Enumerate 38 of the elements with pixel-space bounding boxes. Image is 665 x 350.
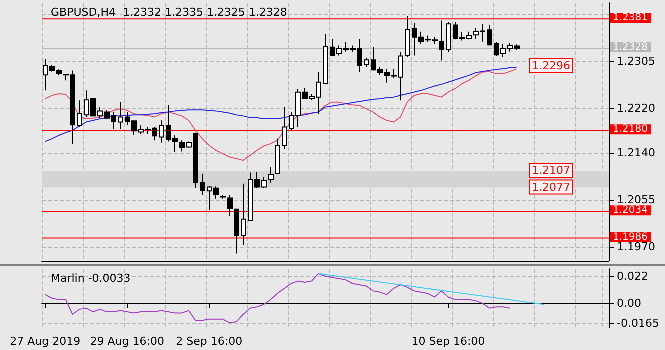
- candlestick: [220, 194, 226, 200]
- y-tick-label: 1.2140: [617, 146, 656, 160]
- annotation: 1.2107: [532, 164, 570, 178]
- candlestick: [323, 34, 328, 85]
- line-series: [44, 68, 518, 162]
- candlestick: [241, 183, 246, 246]
- candlestick: [282, 106, 287, 150]
- y-tick-label: 1.2220: [617, 102, 656, 115]
- ref-line-label: 1.2034: [613, 205, 648, 216]
- ref-line-label: 1.2180: [613, 124, 648, 136]
- candlestick: [200, 173, 205, 196]
- x-tick-label: 2 Sep 16:00: [176, 335, 243, 348]
- chart-title: GBPUSD,H4 1.2332 1.2335 1.2325 1.2328: [51, 6, 288, 19]
- y-tick-label: 1.2305: [617, 54, 656, 68]
- candlestick: [77, 100, 82, 128]
- line-series: [44, 273, 510, 324]
- y-tick-label: 0.022: [617, 270, 648, 283]
- y-tick-label: 0.00: [617, 296, 642, 310]
- ref-line-label: 1.2381: [613, 12, 648, 24]
- candlestick: [364, 57, 369, 68]
- candlestick: [487, 24, 492, 46]
- y-tick-label: 1.1970: [617, 240, 656, 254]
- chart-title: Marlin -0.0033: [51, 272, 131, 285]
- candlestick: [439, 20, 444, 62]
- candlestick: [405, 16, 410, 58]
- y-tick-label: -0.0165: [617, 317, 660, 330]
- candlestick: [159, 120, 164, 144]
- annotation: 1.2296: [532, 59, 570, 72]
- line-series: [44, 66, 518, 142]
- x-tick-label: 10 Sep 16:00: [412, 335, 486, 348]
- ref-line-label: 1.2328: [613, 42, 648, 53]
- candlestick: [118, 102, 123, 130]
- ref-line-label: 1.1986: [613, 232, 648, 243]
- y-tick-label: 1.2055: [617, 193, 656, 206]
- x-tick-label: 27 Aug 2019: [10, 335, 81, 348]
- x-tick-label: 29 Aug 16:00: [90, 335, 164, 348]
- annotation: 1.2077: [532, 180, 570, 194]
- candlestick: [446, 22, 451, 53]
